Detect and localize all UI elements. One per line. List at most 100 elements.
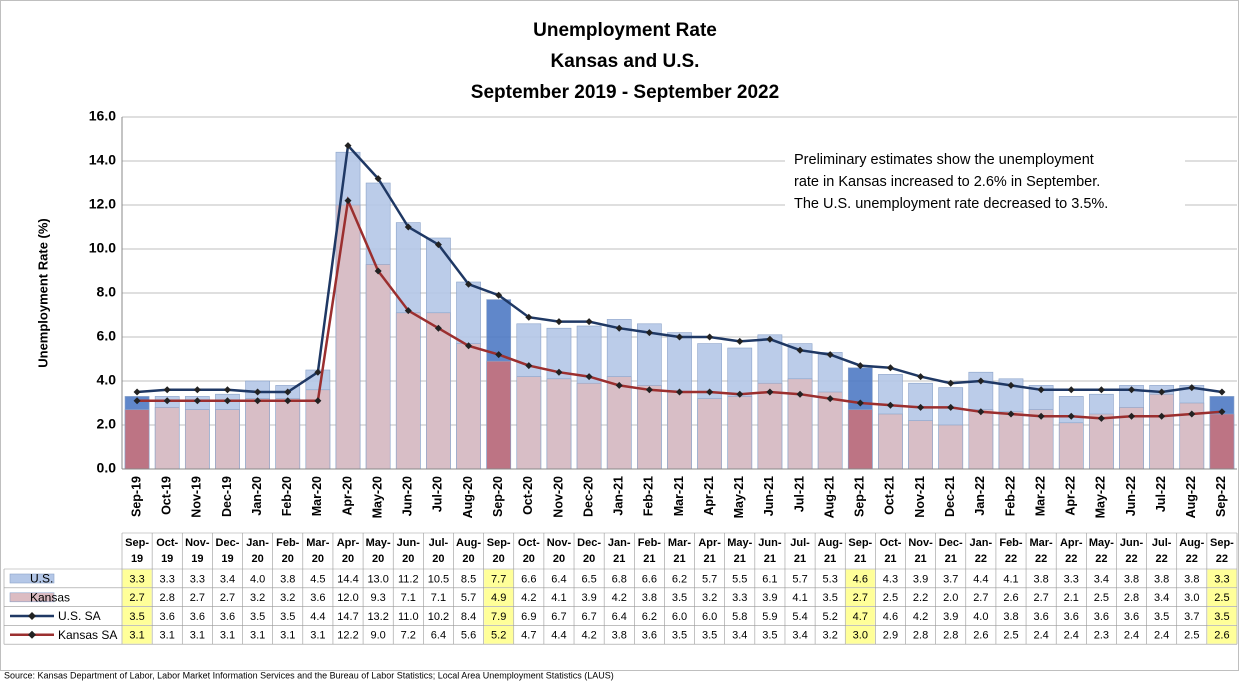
table-cell: 3.5 — [672, 592, 687, 604]
marker — [163, 386, 171, 394]
table-header-text: May-22 — [1088, 537, 1114, 565]
table-cell: 2.5 — [883, 592, 898, 604]
marker — [766, 335, 774, 343]
table-cell: 6.0 — [702, 611, 717, 623]
table-cell: 6.4 — [551, 573, 566, 585]
table-cell: 2.9 — [883, 630, 898, 642]
table-header: May-22 — [1088, 537, 1114, 565]
bar — [426, 312, 451, 470]
marker — [856, 399, 864, 407]
table-header-text: Jan-22 — [969, 537, 993, 565]
table-highlight — [122, 588, 152, 607]
table-cell: 3.8 — [1154, 573, 1169, 585]
table-cell: 4.0 — [973, 611, 988, 623]
table-highlight — [484, 588, 514, 607]
x-tick-label: Aug-20 — [461, 476, 475, 518]
legend-label: U.S. — [30, 572, 53, 586]
legend-label: Kansas — [30, 590, 70, 604]
table-cell: 2.1 — [1064, 592, 1079, 604]
table-cell: 2.7 — [1033, 592, 1048, 604]
marker — [465, 280, 473, 288]
legend-marker — [28, 630, 36, 639]
table-cell: 3.5 — [672, 630, 687, 642]
x-tick-label: Oct-21 — [883, 476, 897, 515]
table-highlight — [845, 625, 875, 644]
table-cell: 2.8 — [1124, 592, 1139, 604]
table-cell: 3.2 — [702, 592, 717, 604]
table-header-text: Nov-21 — [908, 537, 933, 565]
table-header-text: Mar-20 — [306, 537, 330, 565]
marker — [1067, 386, 1075, 394]
table-header: Jan-22 — [969, 537, 993, 565]
x-tick-label: May-22 — [1094, 476, 1108, 518]
table-cell: 5.6 — [461, 630, 476, 642]
x-tick-label: Sep-20 — [491, 476, 505, 517]
table-cell: 9.0 — [371, 630, 386, 642]
legend-marker — [28, 612, 36, 620]
marker — [163, 397, 171, 405]
marker — [254, 388, 262, 396]
marker — [374, 267, 382, 275]
marker — [434, 241, 442, 249]
marker — [1218, 408, 1226, 416]
table-cell: 5.4 — [792, 611, 807, 623]
table-cell: 2.3 — [1094, 630, 1109, 642]
marker — [796, 346, 804, 354]
table-cell: 5.8 — [732, 611, 747, 623]
annotation: rate in Kansas increased to 2.6% in Sept… — [794, 174, 1100, 190]
table-header-text: Apr-20 — [336, 537, 360, 565]
table-cell: 3.8 — [280, 573, 295, 585]
table-cell: 3.7 — [943, 573, 958, 585]
table-cell: 7.9 — [491, 611, 506, 623]
table-cell: 2.4 — [1154, 630, 1169, 642]
table-cell: 3.3 — [190, 573, 205, 585]
table-cell: 3.1 — [310, 630, 325, 642]
table-cell: 11.0 — [398, 611, 419, 623]
table-cell: 3.5 — [823, 592, 838, 604]
bar — [275, 398, 301, 470]
table-cell: 2.6 — [1003, 592, 1018, 604]
bar — [365, 264, 391, 470]
table-cell: 3.7 — [1184, 611, 1199, 623]
marker — [856, 362, 864, 370]
table-header: Dec-19 — [215, 537, 240, 565]
table-cell: 4.4 — [551, 630, 566, 642]
bar — [245, 398, 270, 470]
bar — [998, 411, 1024, 470]
table-cell: 2.6 — [973, 630, 988, 642]
bar — [878, 413, 903, 470]
table-highlight — [122, 569, 152, 588]
table-header: Jul-22 — [1151, 537, 1172, 565]
table-cell: 3.4 — [792, 630, 807, 642]
bar — [215, 409, 240, 470]
table-header-text: Jan-20 — [246, 537, 269, 565]
table-cell: 4.6 — [883, 611, 898, 623]
table-cell: 5.9 — [762, 611, 777, 623]
marker — [766, 388, 774, 396]
marker — [977, 377, 985, 385]
table-cell: 4.6 — [853, 573, 868, 585]
table-header-text: Jul-21 — [790, 537, 810, 565]
table-cell: 7.1 — [431, 592, 446, 604]
marker — [645, 386, 653, 394]
x-tick-label: Mar-22 — [1033, 476, 1047, 516]
table-cell: 7.2 — [401, 630, 416, 642]
table-cell: 4.1 — [792, 592, 807, 604]
table-cell: 2.7 — [129, 592, 144, 604]
table-cell: 3.5 — [1154, 611, 1169, 623]
table-header: Mar-21 — [668, 537, 691, 565]
table-header-text: Feb-22 — [999, 537, 1023, 565]
table-header-text: Jul-22 — [1151, 537, 1172, 565]
table-header-text: Dec-19 — [215, 537, 240, 565]
table-cell: 3.1 — [250, 630, 265, 642]
table-highlight — [845, 569, 875, 588]
x-tick-label: Jul-22 — [1154, 476, 1168, 512]
x-tick-label: Dec-21 — [943, 476, 957, 517]
table-cell: 5.7 — [792, 573, 807, 585]
table-header: Nov-21 — [908, 537, 933, 565]
table-cell: 6.4 — [431, 630, 446, 642]
table-cell: 2.5 — [1184, 630, 1199, 642]
table-cell: 3.8 — [1003, 611, 1018, 623]
marker — [947, 403, 955, 411]
table-header-text: May-21 — [727, 537, 753, 565]
